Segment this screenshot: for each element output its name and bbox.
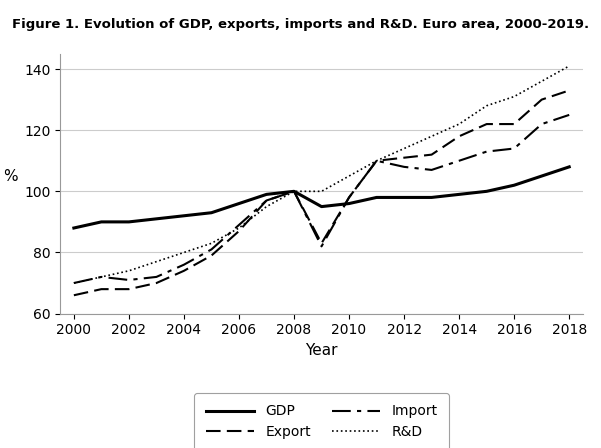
Line: Export: Export — [74, 90, 569, 295]
Export — [373, 158, 380, 164]
Import — [373, 158, 380, 164]
GDP — [98, 219, 105, 224]
Import — [318, 244, 325, 249]
R&D — [180, 250, 188, 255]
R&D — [538, 78, 545, 84]
GDP — [456, 192, 463, 197]
R&D — [346, 173, 353, 179]
Import — [98, 274, 105, 280]
Import — [346, 195, 353, 200]
Export — [456, 134, 463, 139]
Import — [290, 189, 297, 194]
R&D — [125, 268, 132, 273]
GDP — [263, 192, 270, 197]
Export — [511, 121, 518, 127]
X-axis label: Year: Year — [305, 343, 338, 358]
GDP — [208, 210, 215, 215]
Text: Figure 1. Evolution of GDP, exports, imports and R&D. Euro area, 2000-2019.: Figure 1. Evolution of GDP, exports, imp… — [12, 18, 589, 31]
Export — [153, 280, 160, 286]
Export — [483, 121, 490, 127]
R&D — [98, 274, 105, 280]
R&D — [566, 63, 573, 69]
GDP — [125, 219, 132, 224]
Export — [318, 241, 325, 246]
GDP — [236, 201, 243, 206]
GDP — [566, 164, 573, 169]
Import — [511, 146, 518, 151]
Legend: GDP, Export, Import, R&D: GDP, Export, Import, R&D — [194, 393, 449, 448]
GDP — [290, 189, 297, 194]
R&D — [456, 121, 463, 127]
Import — [456, 158, 463, 164]
GDP — [400, 195, 407, 200]
Export — [346, 195, 353, 200]
Import — [153, 274, 160, 280]
Import — [428, 167, 435, 172]
Export — [538, 97, 545, 102]
GDP — [180, 213, 188, 219]
Export — [400, 155, 407, 160]
R&D — [70, 280, 78, 286]
Import — [125, 277, 132, 283]
Import — [263, 198, 270, 203]
Export — [125, 286, 132, 292]
Line: Import: Import — [74, 115, 569, 283]
R&D — [263, 204, 270, 209]
GDP — [373, 195, 380, 200]
R&D — [318, 189, 325, 194]
Export — [180, 268, 188, 273]
R&D — [236, 225, 243, 231]
Import — [566, 112, 573, 117]
R&D — [511, 94, 518, 99]
Export — [98, 286, 105, 292]
R&D — [373, 158, 380, 164]
GDP — [428, 195, 435, 200]
Import — [180, 262, 188, 267]
Export — [70, 293, 78, 298]
Line: R&D: R&D — [74, 66, 569, 283]
R&D — [208, 241, 215, 246]
Export — [566, 88, 573, 93]
Export — [290, 189, 297, 194]
Import — [538, 121, 545, 127]
Export — [428, 152, 435, 157]
Export — [263, 198, 270, 203]
Import — [400, 164, 407, 169]
R&D — [428, 134, 435, 139]
GDP — [538, 173, 545, 179]
Y-axis label: %: % — [3, 169, 17, 184]
Import — [208, 247, 215, 252]
R&D — [483, 103, 490, 108]
Export — [236, 228, 243, 234]
GDP — [70, 225, 78, 231]
GDP — [346, 201, 353, 206]
R&D — [153, 259, 160, 264]
GDP — [511, 182, 518, 188]
Import — [236, 222, 243, 228]
GDP — [153, 216, 160, 221]
R&D — [290, 189, 297, 194]
GDP — [483, 189, 490, 194]
Import — [483, 149, 490, 154]
GDP — [318, 204, 325, 209]
Export — [208, 253, 215, 258]
Line: GDP: GDP — [74, 167, 569, 228]
R&D — [400, 146, 407, 151]
Import — [70, 280, 78, 286]
